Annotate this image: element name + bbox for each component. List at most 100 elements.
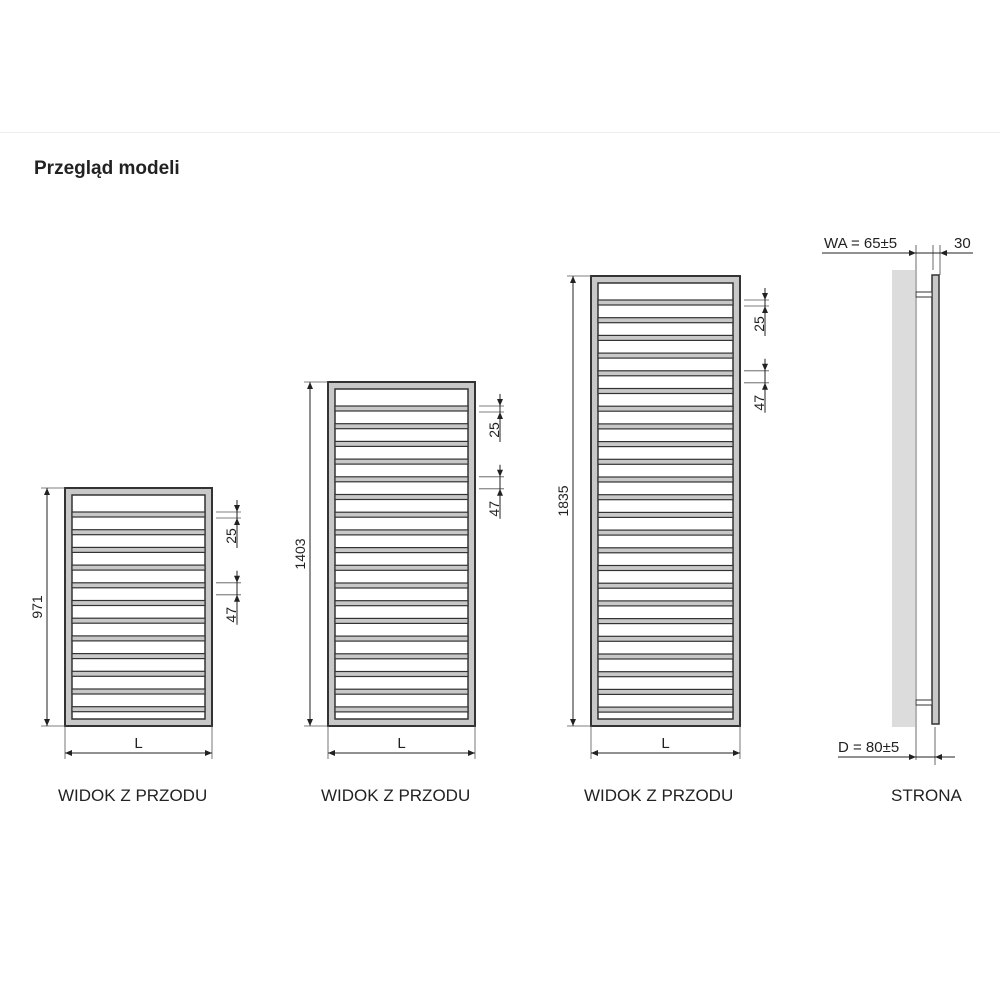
pitch-label: 47 [751,395,767,411]
view-label-1: WIDOK Z PRZODU [58,786,208,805]
arrow-icon [234,594,240,602]
page-title: Przegląd modeli [34,158,180,179]
radiator-bar [71,670,206,677]
arrow-icon [762,293,768,300]
radiator-bar [334,546,469,554]
bar-height-label: 25 [223,528,239,544]
arrow-icon [65,750,72,756]
radiator-bar [597,458,734,465]
arrow-icon [307,719,313,726]
radiator-bar [71,617,206,624]
radiator-bar [334,617,469,625]
radiator-bar [597,688,734,696]
radiator-bar [71,529,206,536]
radiator-bar [71,599,206,607]
radiator-bar [597,423,734,430]
radiator-bar [334,670,469,678]
d-label: D = 80±5 [838,739,899,756]
radiator-bar [334,706,469,713]
radiator-bar [71,564,206,571]
radiator-bar [597,617,734,625]
radiator-bar [597,352,734,359]
radiator-bar [597,653,734,660]
radiator-bar [597,299,734,306]
width-label: L [661,735,669,752]
radiator-bar [597,441,734,448]
radiator-bar [334,582,469,589]
arrow-icon [733,750,740,756]
radiator-bar [597,387,734,395]
radiator-bar [597,529,734,536]
arrow-icon [591,750,598,756]
wall [892,270,915,727]
arrow-icon [909,250,916,256]
radiator-bar [597,494,734,501]
view-label-side: STRONA [891,786,962,805]
radiator-bar [597,600,734,607]
arrow-icon [497,399,503,406]
radiator-bar [597,547,734,554]
wa-label: WA = 65±5 [824,235,897,252]
radiator-bar [334,635,469,642]
arrow-icon [497,412,503,419]
arrow-icon [762,306,768,313]
arrow-icon [44,488,50,495]
radiator-bar [334,458,469,465]
arrow-icon [328,750,335,756]
bracket-bottom [915,699,933,706]
radiator-bar [334,653,469,660]
height-label: 1835 [555,485,571,516]
bar-height-label: 25 [486,422,502,438]
pitch-label: 47 [223,607,239,623]
arrow-icon [570,719,576,726]
depth-label: 30 [954,235,971,252]
view-label-2: WIDOK Z PRZODU [321,786,471,805]
arrow-icon [762,363,768,371]
radiator-bar [597,671,734,678]
radiator-bar [597,476,734,483]
radiator-inner [71,494,206,720]
arrow-icon [234,518,240,525]
radiator-bar [597,706,734,713]
radiator-bar [71,582,206,589]
radiator-bar [334,688,469,695]
radiator-bar [597,334,734,341]
height-label: 1403 [292,538,308,569]
radiator-bar [71,511,206,518]
arrow-icon [497,469,503,477]
radiator-side-profile [931,274,940,725]
header-divider [0,132,1000,133]
radiator-bar [71,546,206,554]
radiator-bar [597,635,734,642]
bracket-top [915,291,933,298]
radiator-bar [334,423,469,430]
radiator-bar [71,706,206,713]
arrow-icon [44,719,50,726]
arrow-icon [909,754,916,760]
arrow-icon [234,575,240,583]
radiator-bar [334,511,469,518]
radiator-bar [597,370,734,377]
radiator-bar [71,635,206,642]
radiator-bar [334,440,469,447]
radiator-bar [597,564,734,572]
arrow-icon [935,754,942,760]
width-label: L [397,735,405,752]
radiator-inner [334,388,469,720]
radiator-bar [597,405,734,412]
radiator-bar [334,405,469,412]
arrow-icon [205,750,212,756]
arrow-icon [234,505,240,512]
arrow-icon [307,382,313,389]
pitch-label: 47 [486,501,502,517]
width-label: L [134,735,142,752]
radiator-bar [71,688,206,695]
height-label: 971 [29,595,45,619]
radiator-bar [597,582,734,589]
radiator-bar [334,564,469,571]
view-label-3: WIDOK Z PRZODU [584,786,734,805]
radiator-bar [597,317,734,324]
arrow-icon [497,488,503,496]
arrow-icon [940,250,947,256]
